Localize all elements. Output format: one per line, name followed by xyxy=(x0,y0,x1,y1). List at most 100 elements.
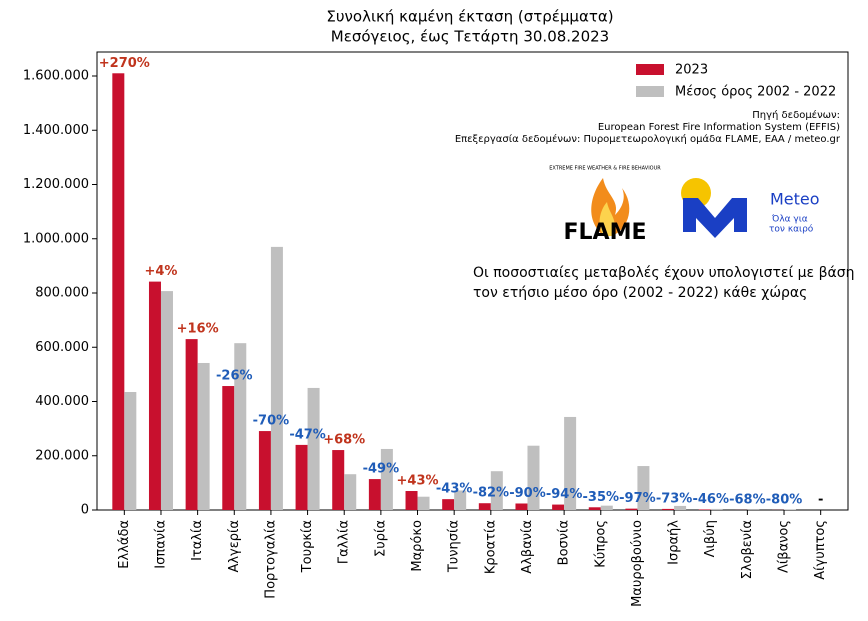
bar xyxy=(637,466,650,510)
annotation: -82% xyxy=(473,486,510,501)
meteo-logo: Meteo Όλα για τον καιρό xyxy=(681,178,820,238)
x-tick-label: Ιταλία xyxy=(190,520,205,561)
annotation: -46% xyxy=(692,492,729,507)
bar xyxy=(160,291,173,510)
x-tick-label: Αλγερία xyxy=(227,520,242,573)
bar xyxy=(454,490,467,510)
bar xyxy=(442,499,455,510)
annotation: -68% xyxy=(729,492,766,507)
annotation: -80% xyxy=(766,492,803,507)
annotation: -73% xyxy=(656,491,693,506)
annotation: +270% xyxy=(99,56,150,71)
bar xyxy=(332,450,345,510)
x-tick-label: Βοσνία xyxy=(557,520,572,565)
plot-frame xyxy=(96,51,849,511)
x-tick-label: Τουρκία xyxy=(300,520,315,573)
x-tick-label: Κροατία xyxy=(483,520,498,574)
meteo-text: Meteo xyxy=(770,190,820,209)
bar xyxy=(625,508,638,510)
bar xyxy=(784,509,797,510)
source-text: Πηγή δεδομένων: xyxy=(752,109,840,121)
bar xyxy=(270,246,283,510)
annotation: -47% xyxy=(289,427,326,442)
bar xyxy=(307,387,320,510)
bar xyxy=(417,496,430,510)
x-tick-label: Ισπανία xyxy=(153,520,168,569)
note-text: Οι ποσοστιαίες μεταβολές έχουν υπολογιστ… xyxy=(473,265,854,281)
y-tick-label: 0 xyxy=(81,503,89,518)
bar xyxy=(490,471,503,510)
x-tick-label: Συρία xyxy=(373,520,388,557)
annotation: +16% xyxy=(177,322,219,337)
x-tick-label: Λίβανος xyxy=(777,520,792,573)
flame-text: FLAME xyxy=(564,220,647,245)
bar xyxy=(148,281,161,510)
legend-swatch xyxy=(636,86,664,97)
bar xyxy=(344,474,357,510)
y-tick-label: 1.000.000 xyxy=(23,231,89,246)
legend-swatch xyxy=(636,64,664,75)
bar xyxy=(295,444,308,510)
annotation: -26% xyxy=(216,369,253,384)
bar xyxy=(368,479,381,510)
x-tick-label: Ισραήλ xyxy=(667,520,682,565)
source-text: European Forest Fire Information System … xyxy=(598,122,840,133)
chart-subtitle: Μεσόγειος, έως Τετάρτη 30.08.2023 xyxy=(331,28,609,46)
y-tick-label: 600.000 xyxy=(35,340,89,355)
bar xyxy=(185,339,198,510)
bar xyxy=(478,503,491,510)
x-tick-label: Αλβανία xyxy=(520,520,535,574)
y-tick-label: 1.400.000 xyxy=(23,123,89,138)
x-tick-label: Λιβύη xyxy=(703,520,718,557)
x-tick-label: Μαρόκο xyxy=(410,520,425,572)
annotation: -35% xyxy=(583,490,620,505)
legend-label: Μέσος όρος 2002 - 2022 xyxy=(675,85,836,100)
bar xyxy=(588,507,601,510)
x-tick-label: Αίγυπτος xyxy=(813,520,828,580)
flame-logo: FLAME EXTREME FIRE WEATHER & FIRE BEHAVI… xyxy=(549,166,661,246)
flame-ring-text: EXTREME FIRE WEATHER & FIRE BEHAVIOUR xyxy=(549,166,661,172)
bar xyxy=(552,504,565,510)
bar xyxy=(527,445,540,510)
bar xyxy=(380,448,393,510)
y-tick-label: 1.600.000 xyxy=(23,69,89,84)
y-tick-label: 400.000 xyxy=(35,394,89,409)
x-tick-label: Ελλάδα xyxy=(117,520,132,569)
annotation: +68% xyxy=(323,433,365,448)
bar xyxy=(662,508,675,510)
annotation: +4% xyxy=(144,264,177,279)
bar xyxy=(222,386,235,510)
y-tick-label: 200.000 xyxy=(35,448,89,463)
bar xyxy=(234,343,247,510)
annotation: -90% xyxy=(509,486,546,501)
y-tick-label: 800.000 xyxy=(35,286,89,301)
bar xyxy=(698,509,711,510)
bar xyxy=(674,505,687,510)
x-tick-label: Τυνησία xyxy=(447,520,462,573)
annotation: -49% xyxy=(363,462,400,477)
bar xyxy=(600,505,613,510)
x-tick-label: Σλοβενία xyxy=(740,520,755,579)
x-tick-label: Κύπρος xyxy=(593,520,608,568)
x-tick-label: Γαλλία xyxy=(337,520,352,564)
bar xyxy=(710,508,723,510)
annotation: -43% xyxy=(436,482,473,497)
bar xyxy=(112,73,125,510)
legend-label: 2023 xyxy=(675,63,708,78)
bar xyxy=(564,416,577,510)
source-text: Επεξεργασία δεδομένων: Πυρομετεωρολογική… xyxy=(455,133,841,145)
bar xyxy=(405,491,418,510)
annotation: -70% xyxy=(253,414,290,429)
chart-title: Συνολική καμένη έκταση (στρέμματα) xyxy=(326,8,613,26)
annotation: - xyxy=(818,493,823,508)
x-tick-label: Πορτογαλία xyxy=(263,520,278,599)
note-text: τον ετήσιο μέσο όρο (2002 - 2022) κάθε χ… xyxy=(473,285,807,301)
x-tick-label: Μαυροβούνιο xyxy=(630,520,645,607)
bar xyxy=(258,431,271,510)
annotation: -94% xyxy=(546,487,583,502)
annotation: +43% xyxy=(397,474,439,489)
y-tick-label: 1.200.000 xyxy=(23,177,89,192)
meteo-tagline: Όλα για xyxy=(771,214,808,225)
bar xyxy=(197,362,210,510)
